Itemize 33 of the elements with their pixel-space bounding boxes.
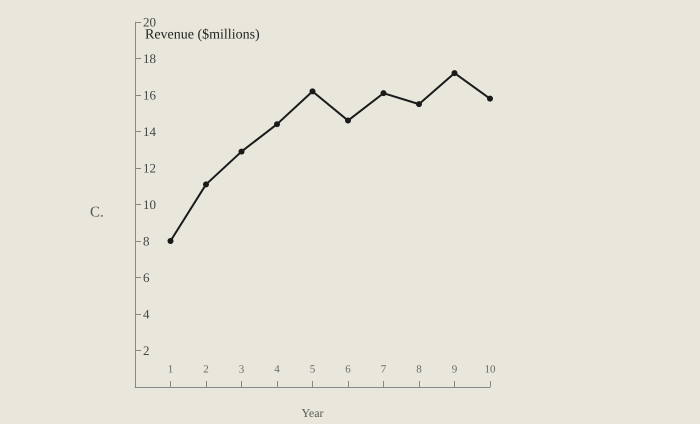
y-tick-label: 20: [143, 14, 156, 30]
x-tick-label: 8: [416, 364, 422, 376]
x-tick-label: 1: [168, 364, 174, 376]
y-tick-label: 12: [143, 160, 156, 176]
y-tick-label: 2: [143, 343, 150, 358]
x-tick-label: 7: [380, 364, 387, 376]
y-tick-label: 6: [143, 270, 150, 285]
y-axis-title: Revenue ($millions): [145, 28, 260, 42]
x-tick-label: 5: [310, 364, 316, 376]
y-tick-label: 14: [143, 124, 156, 139]
point: [487, 96, 493, 102]
y-tick-label: 4: [143, 306, 150, 322]
point: [452, 70, 458, 76]
x-tick-label: 10: [484, 364, 496, 376]
x-tick-label: 4: [274, 364, 280, 376]
point: [203, 181, 209, 188]
y-tick-label: 10: [143, 197, 156, 212]
y-tick-label: 18: [143, 51, 156, 66]
y-tick-label: 8: [143, 234, 150, 248]
point: [380, 90, 386, 96]
point: [345, 118, 351, 124]
y-tick-label: 16: [143, 88, 156, 102]
point: [416, 101, 422, 108]
x-tick-label: 3: [238, 364, 245, 376]
point: [168, 238, 174, 244]
point: [310, 88, 316, 94]
point: [238, 148, 244, 155]
x-tick-label: 2: [203, 364, 209, 376]
x-axis-title: Year: [301, 406, 324, 420]
x-tick-label: 9: [452, 364, 458, 376]
point: [274, 121, 280, 128]
text: C.: [90, 204, 104, 220]
x-tick-label: 6: [345, 364, 352, 376]
